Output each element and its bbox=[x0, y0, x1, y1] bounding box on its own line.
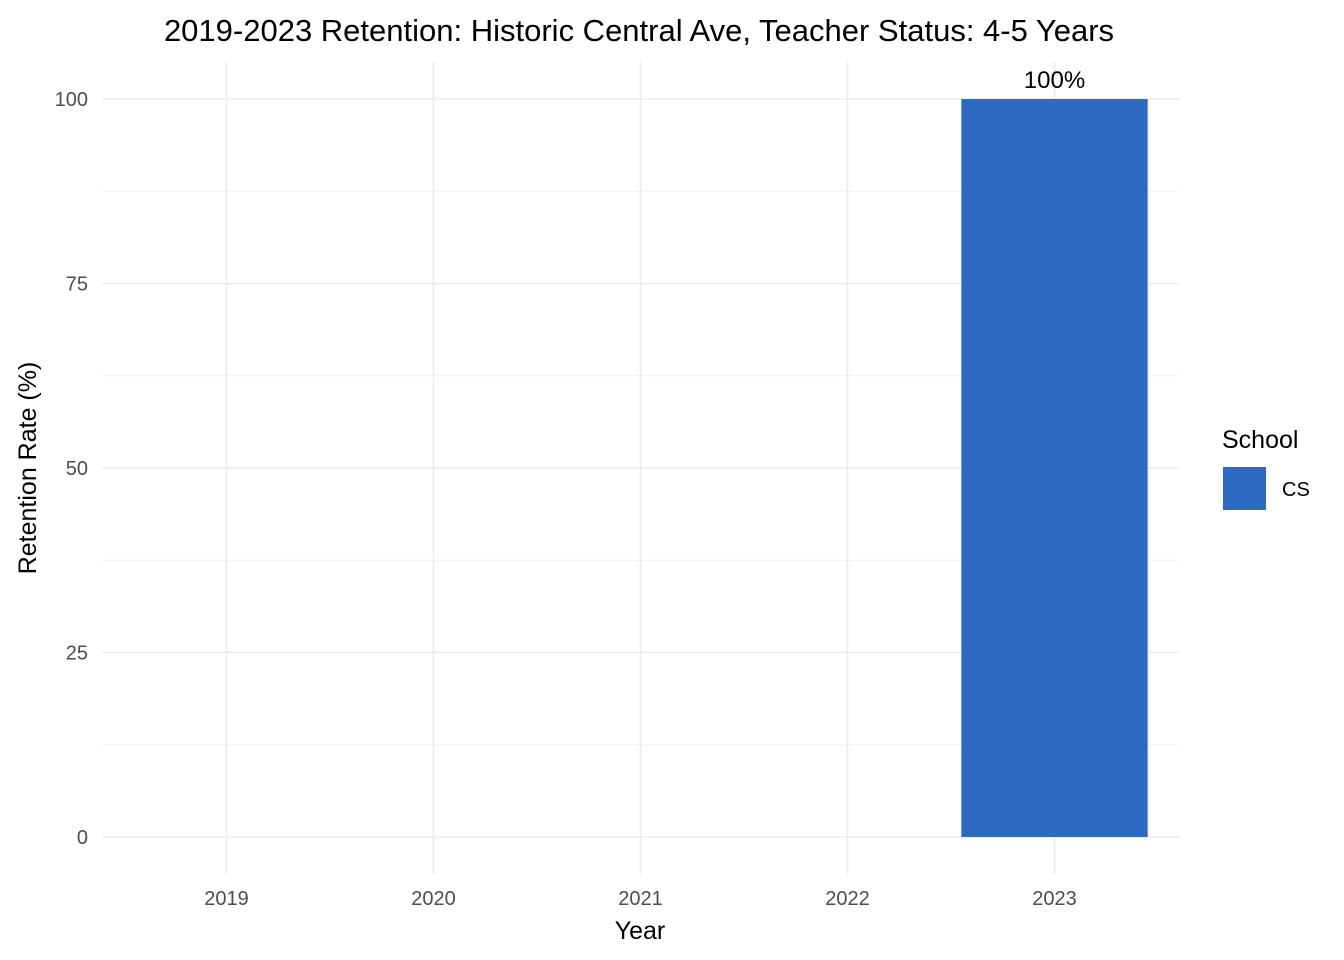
chart-title: 2019-2023 Retention: Historic Central Av… bbox=[164, 13, 1114, 48]
legend-key bbox=[1223, 467, 1266, 510]
x-tick-label: 2022 bbox=[825, 888, 870, 910]
data-labels: 100% bbox=[1024, 67, 1085, 94]
bar-data-label: 100% bbox=[1024, 67, 1085, 94]
x-tick-label: 2019 bbox=[204, 888, 249, 910]
legend-title: School bbox=[1222, 426, 1298, 454]
y-tick-label: 100 bbox=[55, 89, 88, 111]
x-tick-label: 2021 bbox=[618, 888, 663, 910]
bar bbox=[961, 99, 1148, 837]
x-axis-ticks: 2019 2020 2021 2022 2023 bbox=[204, 888, 1077, 910]
y-tick-label: 25 bbox=[66, 643, 88, 665]
x-axis-title: Year bbox=[615, 917, 666, 945]
x-tick-label: 2020 bbox=[411, 888, 456, 910]
legend-items: CS bbox=[1223, 467, 1310, 510]
y-tick-label: 0 bbox=[77, 827, 88, 849]
x-tick-label: 2023 bbox=[1032, 888, 1077, 910]
legend: School CS bbox=[1222, 426, 1310, 510]
y-tick-label: 75 bbox=[66, 274, 88, 296]
y-axis-title: Retention Rate (%) bbox=[14, 362, 42, 575]
bars bbox=[961, 99, 1148, 837]
legend-label: CS bbox=[1282, 479, 1310, 501]
y-axis-ticks: 0 25 50 75 100 bbox=[55, 89, 88, 849]
y-tick-label: 50 bbox=[66, 458, 88, 480]
